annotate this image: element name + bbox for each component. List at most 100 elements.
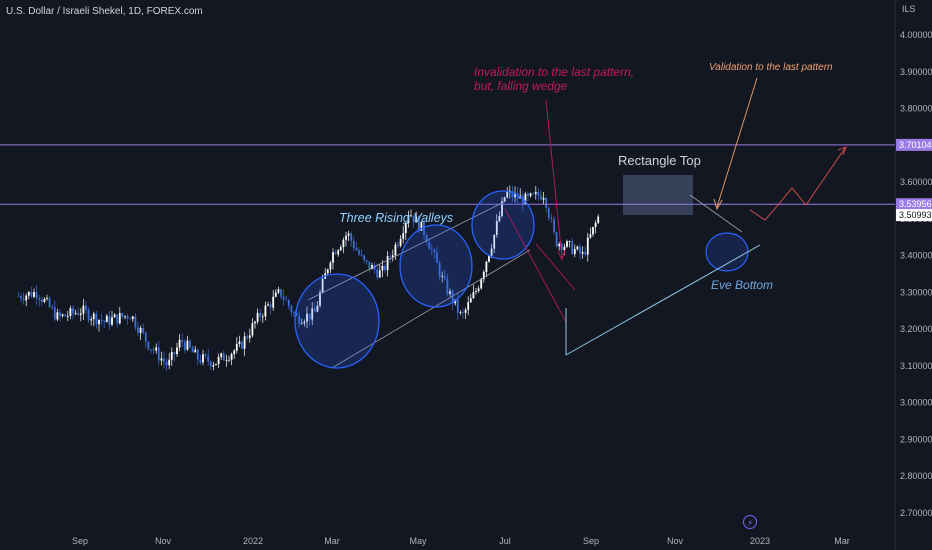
candle-body bbox=[579, 246, 581, 254]
candle-body bbox=[59, 312, 61, 317]
annotation-invalidation-line2: but, falling wedge bbox=[474, 79, 568, 93]
candle-body bbox=[85, 305, 87, 310]
candle-body bbox=[594, 222, 597, 227]
wedge-line-1 bbox=[504, 208, 567, 323]
candle-body bbox=[274, 292, 277, 297]
price-tag-label: 3.50993 bbox=[899, 210, 932, 220]
candle-body bbox=[168, 359, 171, 366]
candle-body bbox=[485, 261, 488, 272]
candle-body bbox=[313, 308, 316, 312]
candle-body bbox=[209, 361, 212, 367]
annotation-validation: Validation to the last pattern bbox=[709, 62, 833, 73]
x-tick-label: 2022 bbox=[243, 536, 263, 546]
projection-path bbox=[749, 147, 846, 221]
candle-body bbox=[352, 240, 355, 249]
candle-body bbox=[469, 298, 472, 303]
y-tick-label: 4.00000 bbox=[900, 30, 932, 40]
x-tick-label: Jul bbox=[499, 536, 511, 546]
candle-body bbox=[248, 335, 251, 339]
x-tick-label: May bbox=[409, 536, 427, 546]
candle-body bbox=[46, 298, 48, 300]
candle-body bbox=[261, 316, 264, 318]
y-tick-label: 3.40000 bbox=[900, 251, 932, 261]
candle-body bbox=[147, 341, 150, 350]
candle-body bbox=[118, 313, 121, 324]
candle-body bbox=[98, 319, 100, 325]
candle-body bbox=[490, 248, 493, 256]
candle-body bbox=[131, 316, 134, 320]
candle-body bbox=[524, 193, 527, 205]
candle-body bbox=[433, 250, 436, 253]
candle-body bbox=[95, 313, 98, 325]
y-tick-label: 3.80000 bbox=[900, 104, 932, 114]
candle-body bbox=[501, 201, 503, 216]
lightning-icon[interactable] bbox=[743, 515, 757, 529]
candle-body bbox=[529, 193, 532, 197]
candle-body bbox=[592, 226, 594, 235]
candle-body bbox=[560, 243, 563, 251]
candle-body bbox=[514, 193, 516, 198]
candle-body bbox=[163, 358, 165, 362]
candle-body bbox=[521, 195, 524, 205]
candle-body bbox=[438, 262, 441, 277]
candle-body bbox=[243, 336, 246, 349]
candle-body bbox=[399, 238, 402, 246]
candle-body bbox=[217, 356, 220, 364]
candle-body bbox=[571, 241, 574, 255]
candle-body bbox=[259, 312, 262, 317]
candle-body bbox=[404, 222, 407, 234]
candle-body bbox=[17, 295, 20, 297]
candle-body bbox=[334, 252, 337, 255]
candle-body bbox=[347, 233, 350, 236]
y-tick-label: 3.90000 bbox=[900, 67, 932, 77]
candle-body bbox=[225, 360, 228, 361]
candle-body bbox=[27, 291, 30, 296]
candle-body bbox=[376, 269, 379, 278]
candle-body bbox=[157, 347, 160, 361]
eve-circle bbox=[705, 232, 749, 272]
candle-body bbox=[165, 361, 168, 366]
candle-body bbox=[573, 249, 576, 255]
candle-body bbox=[238, 341, 241, 345]
candle-body bbox=[64, 314, 67, 317]
candle-body bbox=[254, 321, 256, 324]
candle-body bbox=[142, 327, 145, 333]
valley-circle-2 bbox=[399, 224, 473, 308]
candle-body bbox=[482, 271, 485, 280]
candle-body bbox=[527, 193, 529, 197]
candle-body bbox=[493, 234, 496, 249]
candle-body bbox=[332, 252, 334, 263]
candle-body bbox=[436, 252, 438, 263]
price-tag-bg bbox=[896, 138, 932, 151]
candle-body bbox=[269, 304, 272, 308]
candle-body bbox=[516, 193, 519, 199]
candle-body bbox=[363, 255, 366, 261]
candle-body bbox=[22, 298, 25, 301]
candle-body bbox=[144, 332, 147, 342]
y-tick-label: 2.70000 bbox=[900, 508, 932, 518]
candle-body bbox=[464, 309, 467, 313]
candle-body bbox=[35, 292, 38, 299]
candle-body bbox=[410, 215, 412, 217]
candle-body bbox=[124, 316, 126, 317]
drawings: Three Rising Valleys Invalidation to the… bbox=[294, 62, 847, 529]
candle-body bbox=[368, 261, 371, 270]
candle-body bbox=[264, 305, 267, 317]
valley-circle-1 bbox=[294, 273, 380, 369]
candle-body bbox=[534, 192, 537, 194]
currency-label: ILS bbox=[902, 4, 916, 14]
candle-body bbox=[82, 305, 85, 314]
candle-body bbox=[303, 321, 306, 324]
x-tick-label: Nov bbox=[667, 536, 684, 546]
candle-body bbox=[43, 299, 46, 303]
candle-body bbox=[79, 313, 82, 315]
candle-body bbox=[506, 191, 509, 198]
lightning-glyph: ⚡ bbox=[747, 518, 753, 528]
candle-body bbox=[121, 313, 124, 317]
candle-body bbox=[100, 319, 103, 321]
candle-body bbox=[545, 197, 548, 209]
candle-body bbox=[160, 358, 163, 361]
candle-body bbox=[251, 323, 254, 336]
candle-body bbox=[66, 315, 69, 317]
